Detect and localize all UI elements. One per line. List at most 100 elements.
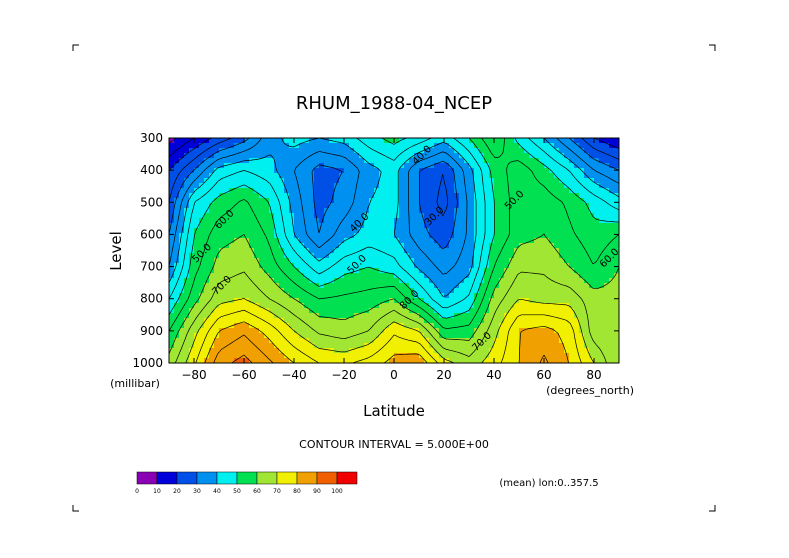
- field-cell: [559, 268, 565, 274]
- field-cell: [429, 258, 435, 264]
- field-cell: [604, 308, 610, 314]
- field-cell: [444, 288, 450, 294]
- field-cell: [309, 333, 315, 339]
- field-cell: [344, 198, 350, 204]
- field-cell: [214, 338, 220, 344]
- field-cell: [524, 153, 530, 159]
- field-cell: [279, 238, 285, 244]
- field-cell: [239, 228, 245, 234]
- field-cell: [184, 168, 190, 174]
- field-cell: [484, 183, 490, 189]
- field-cell: [554, 198, 560, 204]
- field-cell: [574, 158, 580, 164]
- field-cell: [329, 148, 335, 154]
- field-cell: [259, 158, 265, 164]
- field-cell: [364, 158, 370, 164]
- field-cell: [254, 178, 260, 184]
- field-cell: [479, 263, 485, 269]
- field-cell: [334, 343, 340, 349]
- field-cell: [564, 178, 570, 184]
- field-cell: [579, 153, 585, 159]
- field-cell: [314, 233, 320, 239]
- field-cell: [179, 218, 185, 224]
- field-cell: [469, 288, 475, 294]
- field-cell: [494, 198, 500, 204]
- field-cell: [264, 328, 270, 334]
- field-cell: [514, 148, 520, 154]
- contour-line-75: [195, 309, 582, 363]
- field-cell: [259, 333, 265, 339]
- field-cell: [509, 298, 515, 304]
- field-cell: [324, 263, 330, 269]
- field-cell: [394, 348, 400, 354]
- field-cell: [594, 248, 600, 254]
- field-cell: [299, 288, 305, 294]
- field-cell: [524, 173, 530, 179]
- field-cell: [309, 218, 315, 224]
- field-cell: [389, 143, 395, 149]
- field-cell: [219, 293, 225, 299]
- field-cell: [204, 218, 210, 224]
- field-cell: [544, 273, 550, 279]
- field-cell: [579, 208, 585, 214]
- field-cell: [549, 293, 555, 299]
- field-cell: [309, 193, 315, 199]
- field-cell: [189, 213, 195, 219]
- field-cell: [269, 203, 275, 209]
- field-cell: [319, 138, 325, 144]
- field-cell: [449, 263, 455, 269]
- field-cell: [344, 203, 350, 209]
- field-cell: [169, 288, 175, 294]
- field-cell: [464, 283, 470, 289]
- field-cell: [609, 303, 615, 309]
- field-cell: [534, 228, 540, 234]
- field-cell: [219, 193, 225, 199]
- field-cell: [469, 163, 475, 169]
- field-cell: [494, 228, 500, 234]
- field-cell: [309, 158, 315, 164]
- field-cell: [239, 208, 245, 214]
- field-cell: [589, 228, 595, 234]
- field-cell: [424, 213, 430, 219]
- field-cell: [554, 358, 560, 363]
- field-cell: [309, 253, 315, 259]
- field-cell: [254, 273, 260, 279]
- field-cell: [254, 208, 260, 214]
- field-cell: [274, 298, 280, 304]
- field-cell: [264, 343, 270, 349]
- field-cell: [404, 203, 410, 209]
- field-cell: [524, 243, 530, 249]
- field-cell: [424, 173, 430, 179]
- field-cell: [409, 253, 415, 259]
- field-cell: [564, 213, 570, 219]
- field-cell: [439, 198, 445, 204]
- field-cell: [529, 223, 535, 229]
- field-cell: [414, 178, 420, 184]
- field-cell: [174, 283, 180, 289]
- field-cell: [339, 168, 345, 174]
- field-cell: [469, 268, 475, 274]
- field-cell: [364, 243, 370, 249]
- field-cell: [189, 148, 195, 154]
- field-cell: [219, 238, 225, 244]
- field-cell: [364, 188, 370, 194]
- field-cell: [494, 318, 500, 324]
- field-cell: [364, 333, 370, 339]
- field-cell: [384, 198, 390, 204]
- field-cell: [364, 173, 370, 179]
- field-cell: [359, 233, 365, 239]
- field-cell: [449, 178, 455, 184]
- field-cell: [349, 283, 355, 289]
- field-cell: [369, 188, 375, 194]
- field-cell: [374, 278, 380, 284]
- field-cell: [259, 278, 265, 284]
- field-cell: [419, 168, 425, 174]
- field-cell: [184, 143, 190, 149]
- field-cell: [559, 213, 565, 219]
- field-cell: [269, 318, 275, 324]
- field-cell: [499, 233, 505, 239]
- field-cell: [614, 143, 619, 149]
- field-cell: [429, 283, 435, 289]
- field-cell: [459, 303, 465, 309]
- field-cell: [519, 143, 525, 149]
